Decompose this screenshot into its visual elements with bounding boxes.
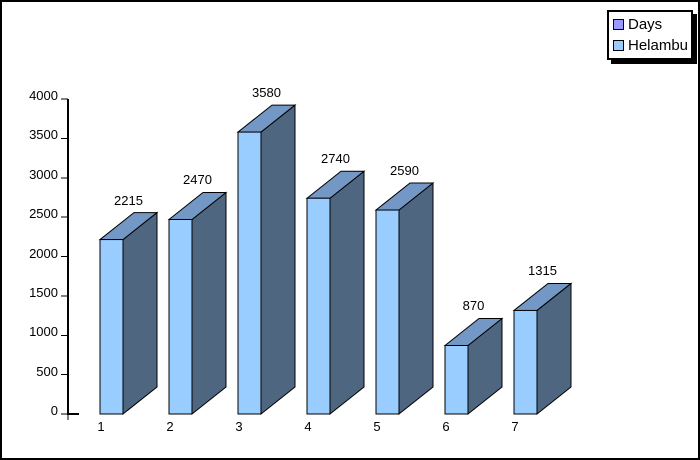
legend-marker-icon: [613, 40, 624, 51]
data-label: 3580: [252, 85, 281, 101]
y-tick-label: 3000: [29, 166, 58, 182]
y-tick-label: 4000: [29, 88, 58, 103]
category-label: 5: [373, 419, 381, 434]
data-label: 2215: [114, 192, 143, 208]
legend-item-days: Days: [613, 14, 687, 35]
y-tick-label: 2500: [29, 206, 58, 222]
bar-front-face: [168, 218, 193, 415]
bar-side-face: [191, 191, 227, 416]
bar-side-face: [398, 182, 434, 416]
data-label: 2590: [390, 163, 419, 179]
y-tick-label: 1500: [29, 284, 58, 300]
y-tick-label: 2000: [29, 245, 58, 261]
legend-label: Helambu: [628, 37, 689, 54]
category-label: 7: [511, 419, 519, 434]
category-label: 4: [304, 419, 312, 434]
bar-front-face: [306, 197, 331, 415]
bar-side-face: [122, 211, 158, 416]
bar-front-face: [513, 309, 538, 415]
category-label: 6: [442, 419, 450, 434]
legend: Days Helambu: [607, 10, 693, 60]
data-label: 870: [462, 298, 485, 314]
bar-front-face: [444, 344, 469, 415]
y-tick-label: 1000: [29, 324, 58, 340]
legend-label: Days: [628, 16, 663, 33]
bar-front-face: [99, 239, 124, 415]
category-label: 3: [235, 419, 243, 434]
bar-side-face: [260, 104, 296, 416]
bar-side-face: [329, 170, 365, 416]
data-label: 2740: [321, 151, 350, 167]
bar-front-face: [375, 209, 400, 415]
data-label: 2470: [183, 172, 212, 188]
bar-front-face: [237, 131, 262, 415]
legend-marker-icon: [613, 19, 624, 30]
category-label: 1: [97, 419, 105, 434]
legend-item-helambu: Helambu: [613, 35, 689, 56]
y-tick-label: 0: [50, 403, 58, 418]
category-label: 2: [166, 419, 174, 434]
y-tick-label: 3500: [29, 127, 58, 143]
y-tick-label: 500: [36, 363, 58, 379]
data-label: 1315: [528, 263, 557, 279]
